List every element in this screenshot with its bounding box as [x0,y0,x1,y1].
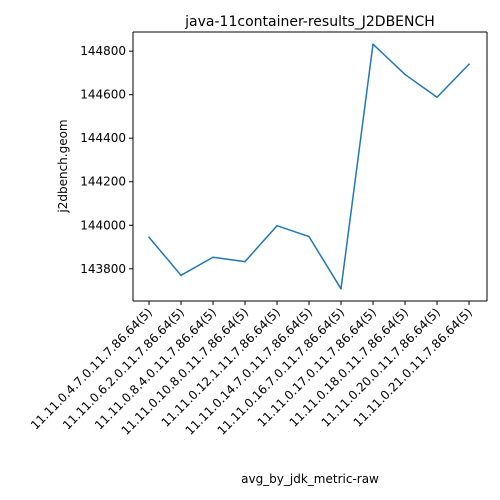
data-point [308,235,310,238]
data-point [404,73,406,76]
data-point [180,274,182,277]
data-point [244,260,246,263]
y-tick-label: 144000 [80,218,126,232]
data-point [468,63,470,65]
data-point [148,236,150,238]
data-points [148,43,470,290]
plot-area [133,32,487,301]
y-axis-label: j2dbench.geom [56,119,70,213]
chart-title: java-11container-results_J2DBENCH [184,14,435,30]
y-tick-label: 144200 [80,175,126,189]
y-axis-ticks: 143800 144000 144200 144400 144600 144800 [80,44,133,276]
x-axis-label: avg_by_jdk_metric-raw [241,472,379,486]
y-tick-label: 144600 [80,88,126,102]
data-point [436,96,438,99]
y-tick-label: 144800 [80,44,126,58]
data-point [372,43,374,45]
y-tick-label: 143800 [80,262,126,276]
data-point [340,288,342,290]
data-point [212,256,214,259]
y-tick-label: 144400 [80,131,126,145]
data-point [276,224,278,227]
x-axis-ticks: 11.11.0.4.7.0.11.7.86.64(5)11.11.0.6.2.0… [28,301,475,438]
